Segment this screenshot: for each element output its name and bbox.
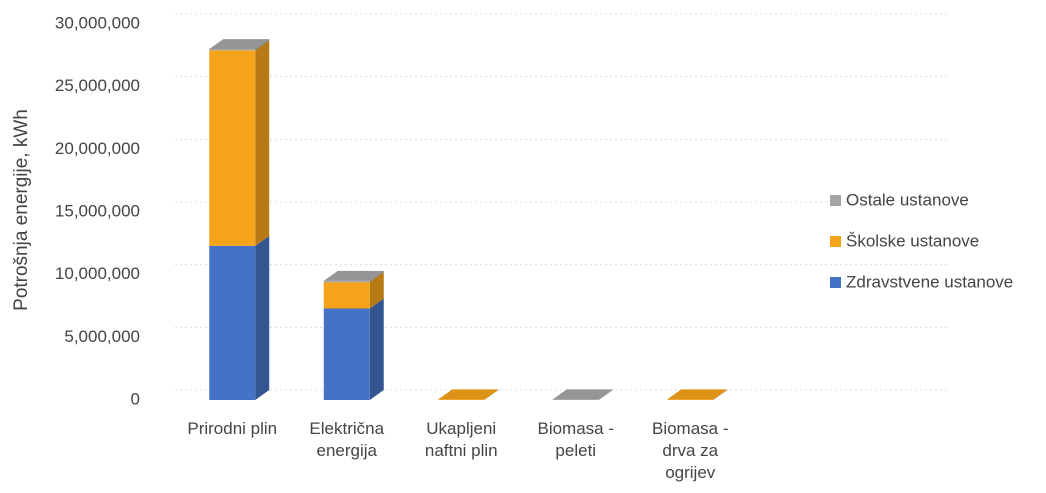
bar-side [255,235,270,400]
y-tick-label: 5,000,000 [64,327,140,346]
bar-top [667,389,728,400]
legend-swatch [830,277,841,288]
bar [323,280,370,283]
bar-top [209,39,270,50]
x-tick-label: Biomasa - drva za ogrijev [651,419,729,482]
y-tick-label: 25,000,000 [55,76,140,95]
bar [209,50,256,246]
legend-swatch [830,236,841,247]
y-axis-label: Potrošnja energije, kWh [11,109,32,311]
bar-top [438,389,499,400]
bar-side [713,389,728,400]
bar-side [255,39,270,51]
bar-side [369,272,384,309]
y-tick-label: 10,000,000 [55,264,140,283]
y-tick-label: 30,000,000 [55,13,140,32]
legend-label: Školske ustanove [846,231,979,250]
x-tick-label: Ukapljeni naftni plin [424,419,498,460]
legend-label: Zdravstvene ustanove [846,272,1013,291]
x-tick-label: Biomasa - peleti [537,419,615,460]
bar [667,399,714,400]
bar [323,282,370,309]
bar-top [323,270,384,281]
y-tick-label: 15,000,000 [55,201,140,220]
bar-top [552,389,613,400]
legend-swatch [830,195,841,206]
legend-label: Ostale ustanove [846,190,969,209]
bar-side [598,389,613,400]
bar [438,399,485,400]
bar [209,49,256,51]
bar-side [369,298,384,400]
bar-side [369,270,384,283]
bar-side [255,40,270,246]
y-tick-label: 20,000,000 [55,139,140,158]
x-tick-label: Prirodni plin [187,419,278,438]
x-tick-label: Električna energija [309,419,385,460]
bar [209,245,256,400]
y-tick-label: 0 [131,389,140,408]
bar [323,308,370,400]
bar [552,399,599,400]
bar-side [484,389,499,400]
